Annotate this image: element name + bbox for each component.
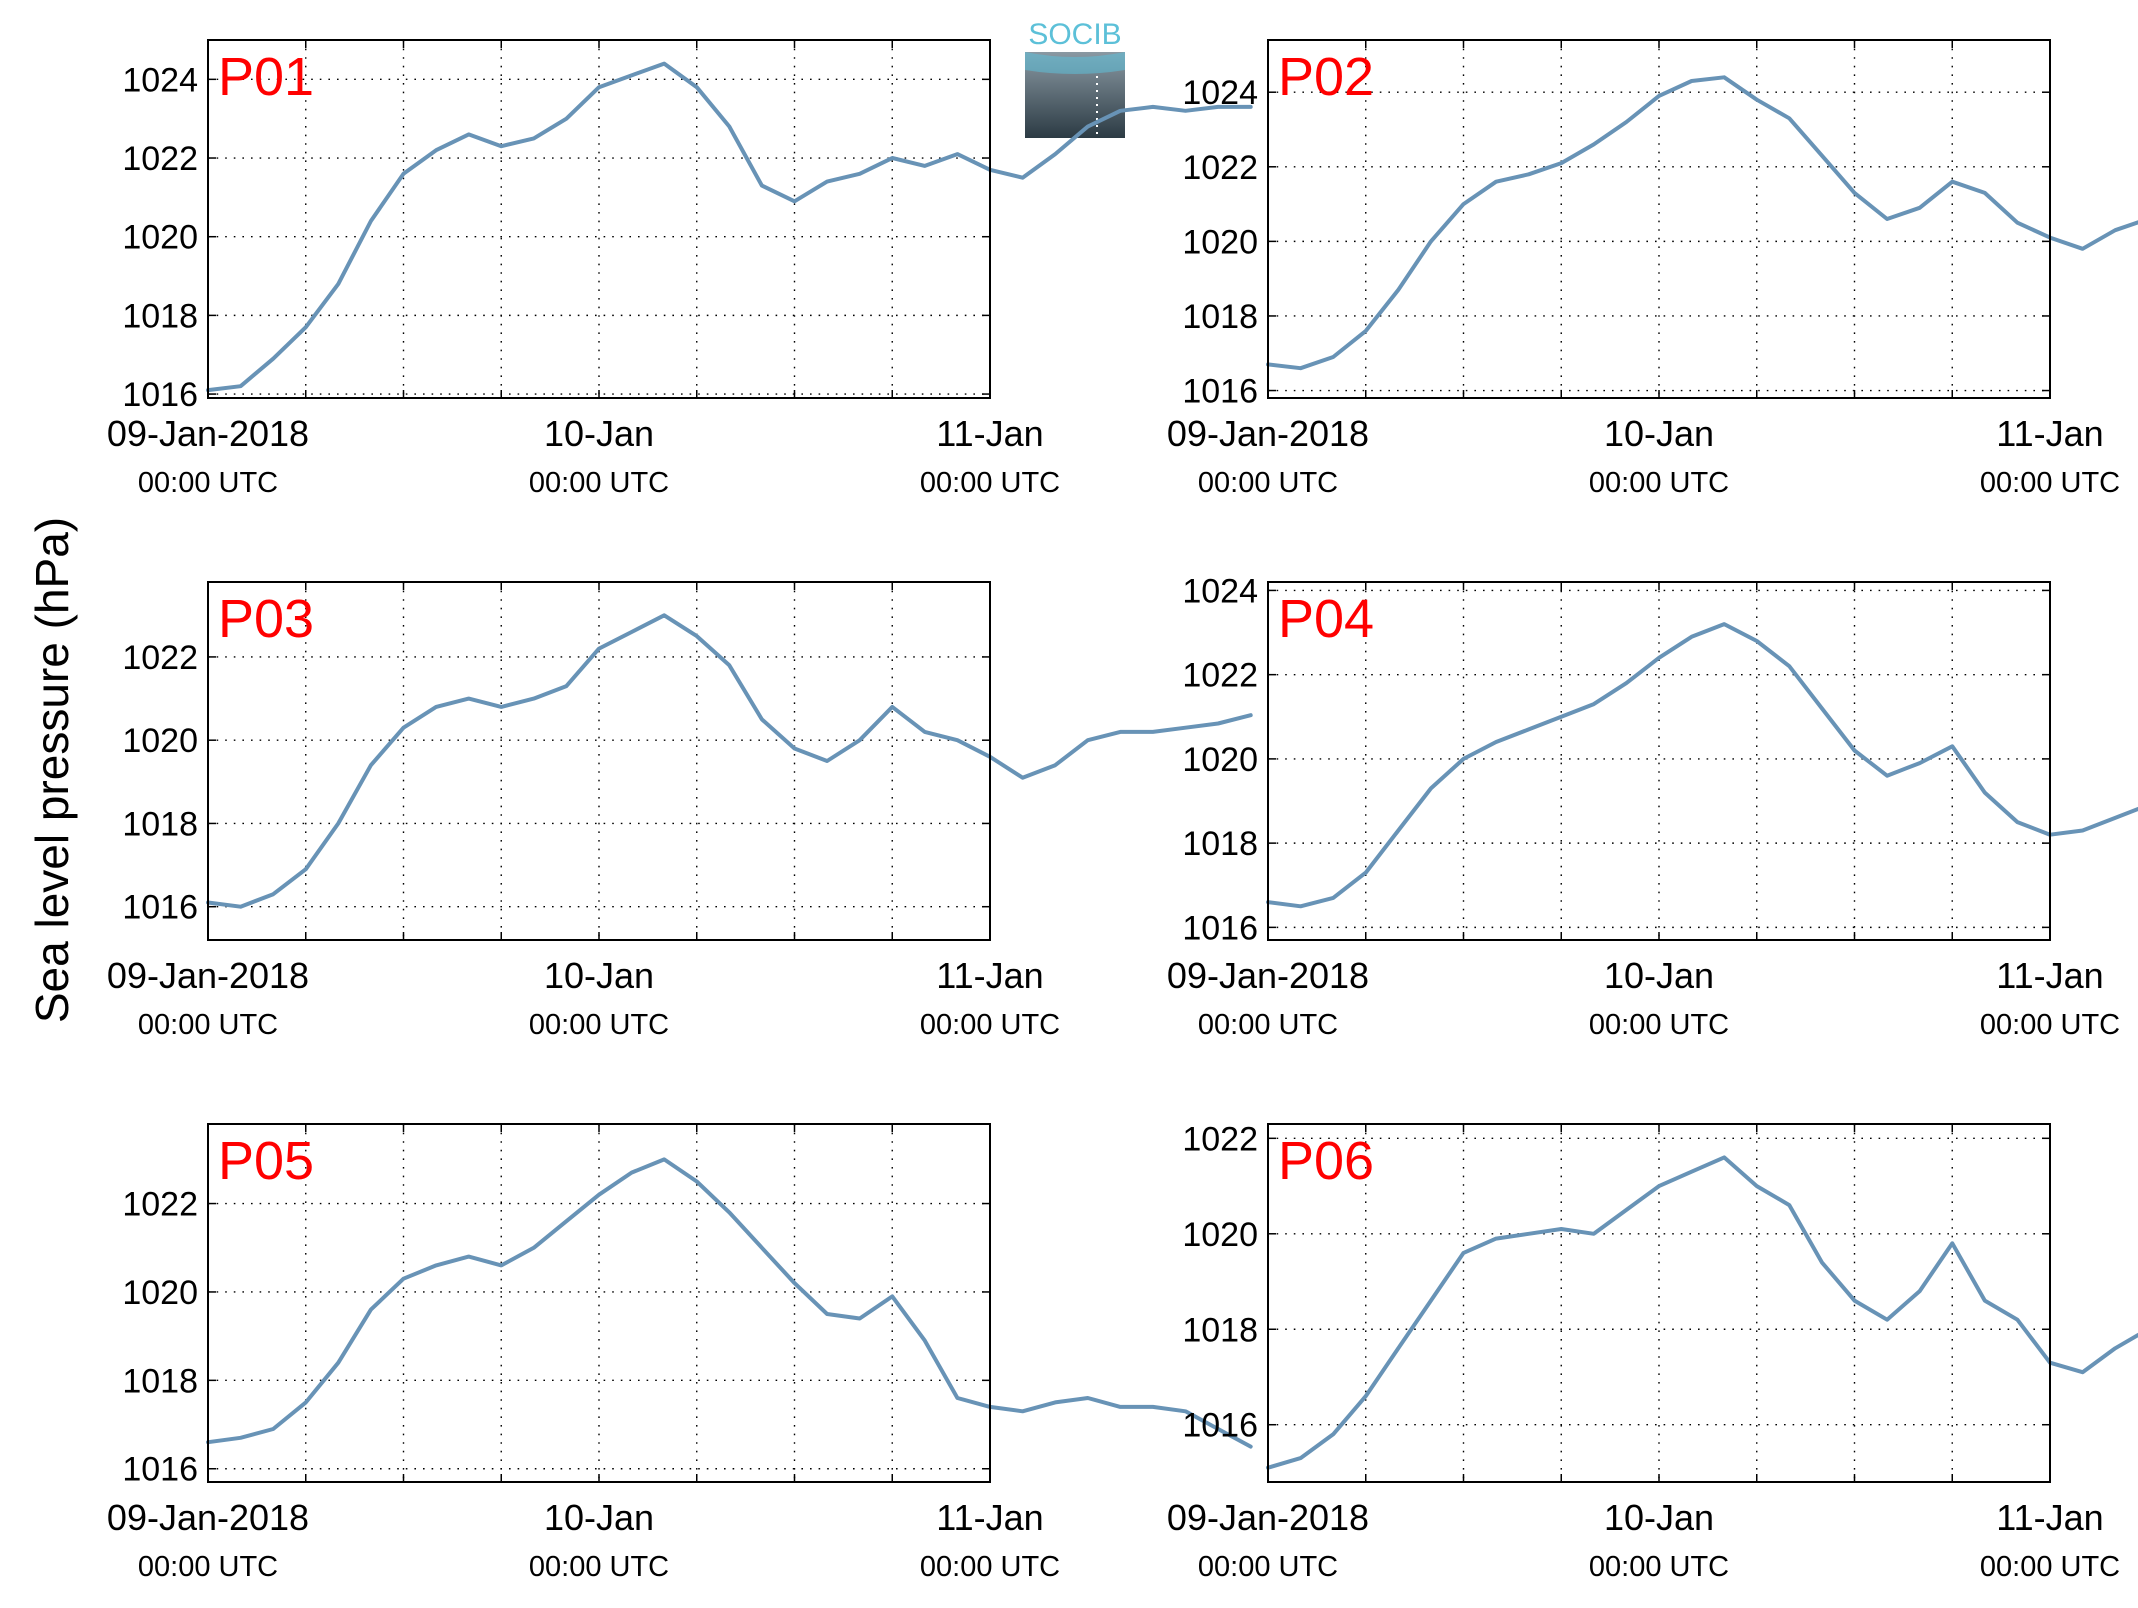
x-tick-label: 11-Jan xyxy=(936,1497,1043,1538)
y-tick-label: 1018 xyxy=(122,805,198,843)
x-tick-sublabel: 00:00 UTC xyxy=(138,1551,278,1583)
panel-label: P06 xyxy=(1278,1131,1374,1191)
x-tick-label: 10-Jan xyxy=(1604,955,1714,996)
x-tick-sublabel: 00:00 UTC xyxy=(1198,467,1338,499)
y-tick-label: 1016 xyxy=(1182,1407,1258,1445)
y-tick-label: 1022 xyxy=(1182,657,1258,695)
panel-p06: 1016 1018 1020 1022 09-Jan-2018 00:00 UTC 10-J… xyxy=(1167,1120,2138,1583)
x-tick-label: 11-Jan xyxy=(1996,413,2103,454)
panels: 1016 1018 1020 1022 1024 09-Jan-2018 00:00 UTC… xyxy=(107,39,2138,1583)
x-tick-sublabel: 00:00 UTC xyxy=(1589,1009,1729,1041)
x-tick-sublabel: 00:00 UTC xyxy=(138,467,278,499)
x-tick-sublabel: 00:00 UTC xyxy=(529,1009,669,1041)
y-tick-label: 1022 xyxy=(122,1186,198,1224)
y-tick-label: 1018 xyxy=(122,297,198,335)
panel-label: P04 xyxy=(1278,589,1374,649)
x-tick-sublabel: 00:00 UTC xyxy=(529,467,669,499)
y-tick-label: 1016 xyxy=(122,1451,198,1489)
x-tick-sublabel: 00:00 UTC xyxy=(138,1009,278,1041)
x-tick-sublabel: 00:00 UTC xyxy=(1198,1551,1338,1583)
series-line-p06 xyxy=(1266,1155,2138,1470)
axes-box xyxy=(1267,39,2051,399)
x-tick-sublabel: 00:00 UTC xyxy=(920,1551,1060,1583)
x-tick-label: 10-Jan xyxy=(544,955,654,996)
y-tick-label: 1016 xyxy=(122,889,198,927)
x-tick-sublabel: 00:00 UTC xyxy=(920,1009,1060,1041)
y-tick-label: 1020 xyxy=(122,722,198,760)
y-tick-label: 1016 xyxy=(122,376,198,414)
y-tick-label: 1020 xyxy=(1182,1216,1258,1254)
x-tick-label: 09-Jan-2018 xyxy=(1167,955,1369,996)
axes-box xyxy=(207,581,991,941)
panel-label: P02 xyxy=(1278,47,1374,107)
panel-label: P05 xyxy=(218,1131,314,1191)
y-tick-label: 1024 xyxy=(1182,572,1258,610)
x-tick-label: 11-Jan xyxy=(1996,1497,2103,1538)
panel-p04: 1016 1018 1020 1022 1024 09-Jan-2018 00:00 UTC… xyxy=(1167,572,2138,1041)
y-tick-label: 1022 xyxy=(122,639,198,677)
y-axis-label: Sea level pressure (hPa) xyxy=(26,517,78,1023)
y-tick-label: 1020 xyxy=(1182,741,1258,779)
panel-label: P03 xyxy=(218,589,314,649)
series-line-p03 xyxy=(206,613,1253,909)
x-tick-sublabel: 00:00 UTC xyxy=(1589,1551,1729,1583)
x-tick-label: 10-Jan xyxy=(1604,413,1714,454)
x-tick-label: 09-Jan-2018 xyxy=(1167,413,1369,454)
panel-p01: 1016 1018 1020 1022 1024 09-Jan-2018 00:00 UTC… xyxy=(107,39,1253,499)
logo-text: SOCIB xyxy=(1028,18,1121,51)
axes-box xyxy=(207,39,991,399)
x-tick-label: 09-Jan-2018 xyxy=(1167,1497,1369,1538)
y-tick-label: 1020 xyxy=(122,219,198,257)
y-tick-label: 1020 xyxy=(122,1274,198,1312)
x-tick-label: 10-Jan xyxy=(544,1497,654,1538)
x-tick-label: 11-Jan xyxy=(1996,955,2103,996)
x-tick-label: 10-Jan xyxy=(544,413,654,454)
series-line-p02 xyxy=(1266,75,2138,371)
y-tick-label: 1018 xyxy=(1182,1311,1258,1349)
series-line-p01 xyxy=(206,61,1253,393)
y-tick-label: 1020 xyxy=(1182,223,1258,261)
x-tick-label: 11-Jan xyxy=(936,413,1043,454)
y-tick-label: 1024 xyxy=(122,61,198,99)
x-tick-label: 09-Jan-2018 xyxy=(107,1497,309,1538)
y-tick-label: 1022 xyxy=(1182,1120,1258,1158)
y-tick-label: 1016 xyxy=(1182,909,1258,947)
y-tick-label: 1022 xyxy=(122,140,198,178)
axes-box xyxy=(207,1123,991,1483)
x-tick-sublabel: 00:00 UTC xyxy=(1589,467,1729,499)
x-tick-sublabel: 00:00 UTC xyxy=(529,1551,669,1583)
x-tick-label: 09-Jan-2018 xyxy=(107,413,309,454)
axes-box xyxy=(1267,581,2051,941)
x-tick-sublabel: 00:00 UTC xyxy=(920,467,1060,499)
x-tick-sublabel: 00:00 UTC xyxy=(1980,467,2120,499)
socib-logo: SOCIB xyxy=(1025,18,1125,138)
x-tick-sublabel: 00:00 UTC xyxy=(1198,1009,1338,1041)
panel-p02: 1016 1018 1020 1022 1024 09-Jan-2018 00:00 UTC… xyxy=(1167,39,2138,499)
x-tick-label: 09-Jan-2018 xyxy=(107,955,309,996)
y-tick-label: 1024 xyxy=(1182,74,1258,112)
axes-box xyxy=(1267,1123,2051,1483)
x-tick-label: 11-Jan xyxy=(936,955,1043,996)
x-tick-sublabel: 00:00 UTC xyxy=(1980,1551,2120,1583)
y-tick-label: 1016 xyxy=(1182,373,1258,411)
x-tick-label: 10-Jan xyxy=(1604,1497,1714,1538)
panel-p05: 1016 1018 1020 1022 09-Jan-2018 00:00 UTC 10-J… xyxy=(107,1123,1253,1583)
y-tick-label: 1018 xyxy=(1182,825,1258,863)
panel-label: P01 xyxy=(218,47,314,107)
series-line-p05 xyxy=(206,1157,1253,1449)
series-line-p04 xyxy=(1266,622,2138,909)
logo-wave xyxy=(1025,52,1125,74)
x-tick-sublabel: 00:00 UTC xyxy=(1980,1009,2120,1041)
y-tick-label: 1018 xyxy=(122,1362,198,1400)
y-tick-label: 1022 xyxy=(1182,149,1258,187)
panel-p03: 1016 1018 1020 1022 09-Jan-2018 00:00 UTC 10-J… xyxy=(107,581,1253,1041)
y-tick-label: 1018 xyxy=(1182,298,1258,336)
